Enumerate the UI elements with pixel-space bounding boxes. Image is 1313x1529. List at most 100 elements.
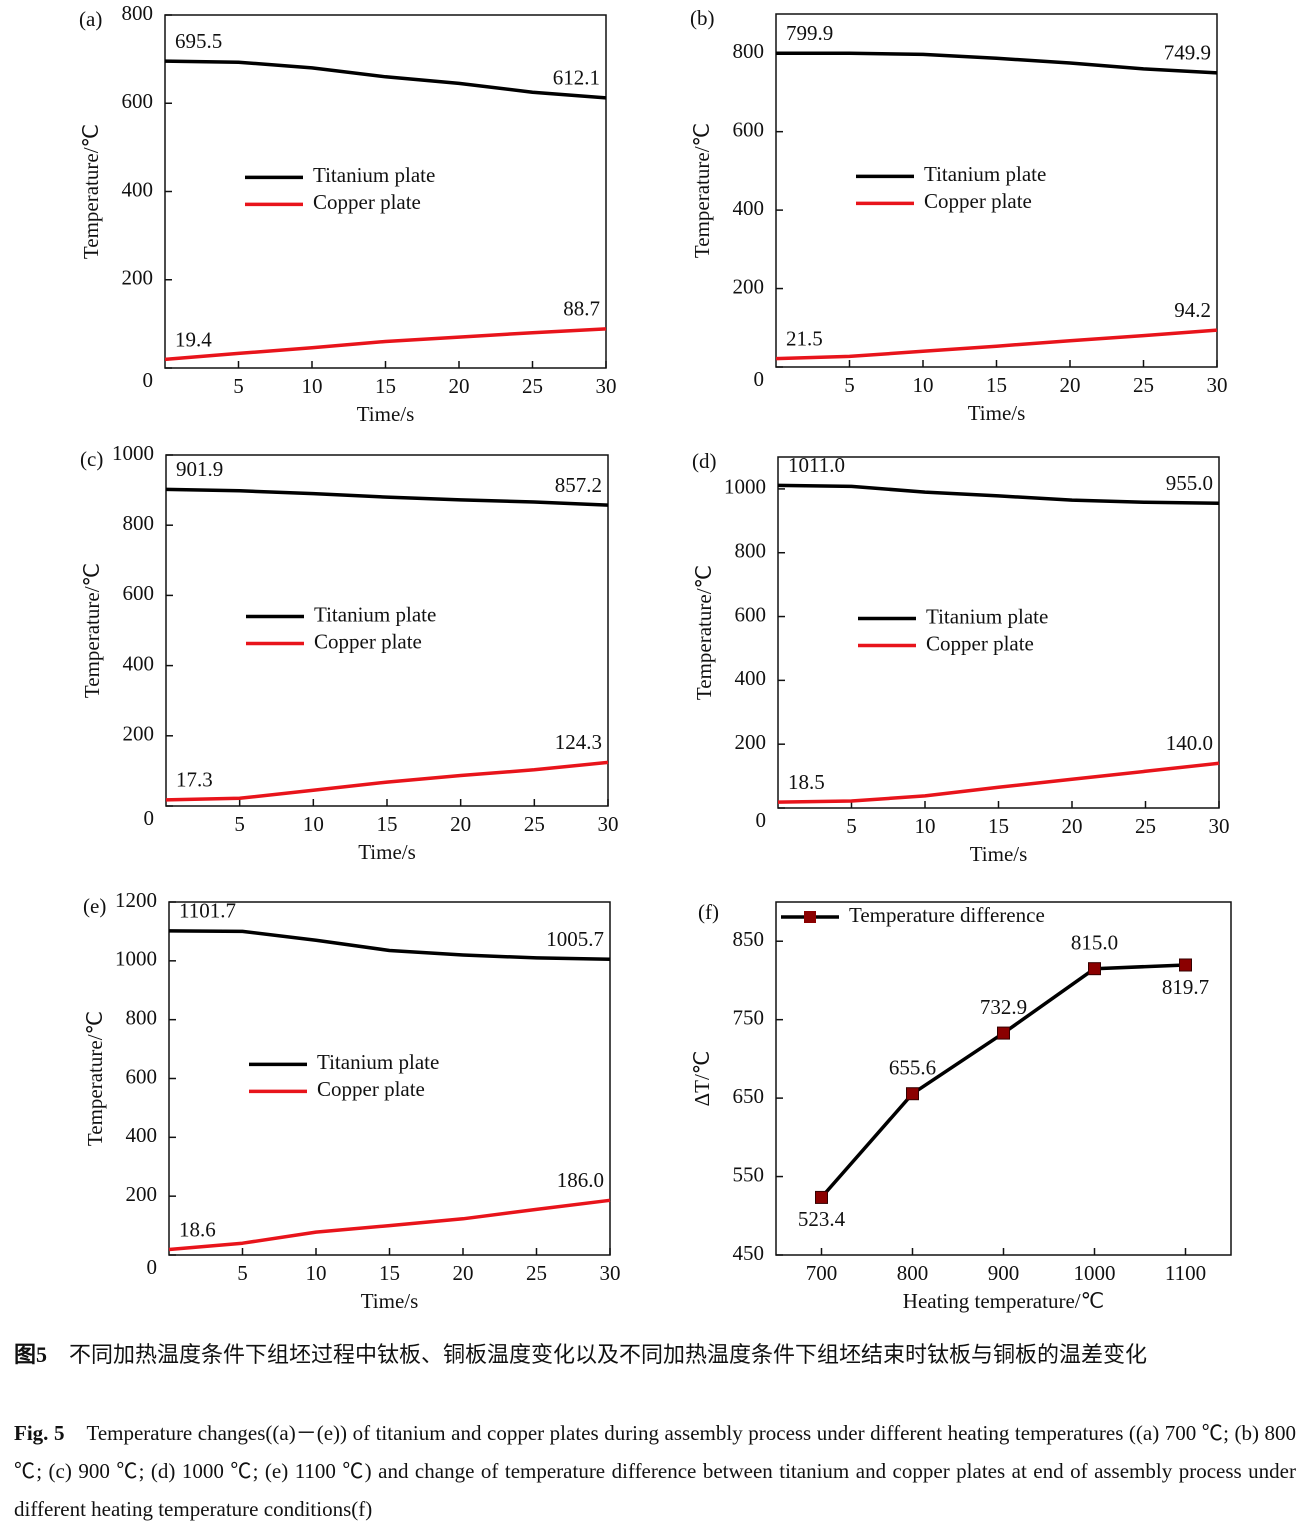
caption-text: Temperature changes((a)－(e)) of titanium… [14, 1421, 1296, 1521]
legend-label: Copper plate [314, 629, 422, 653]
x-axis-label: Time/s [357, 402, 415, 426]
y-tick-label: 1000 [115, 947, 157, 971]
value-label: 18.5 [788, 770, 825, 794]
y-tick-label: 1000 [112, 441, 154, 465]
y-tick-label: 200 [733, 274, 765, 298]
value-label: 655.6 [889, 1056, 936, 1080]
y-tick-label: 0 [143, 368, 154, 392]
y-tick-label: 1000 [724, 475, 766, 499]
value-label: 124.3 [555, 730, 602, 754]
value-label: 819.7 [1162, 975, 1209, 999]
y-tick-label: 400 [126, 1123, 158, 1147]
marker [1179, 958, 1192, 972]
y-tick-label: 800 [122, 1, 154, 25]
legend-label: Titanium plate [317, 1050, 439, 1074]
x-tick-label: 10 [915, 814, 936, 838]
x-tick-label: 30 [600, 1261, 621, 1285]
y-tick-label: 0 [754, 367, 765, 391]
x-tick-label: 25 [1133, 373, 1154, 397]
x-tick-label: 10 [306, 1261, 327, 1285]
caption-en: Fig. 5 Temperature changes((a)－(e)) of ti… [14, 1414, 1296, 1528]
y-tick-label: 0 [144, 806, 155, 830]
y-tick-label: 0 [756, 808, 767, 832]
value-label: 94.2 [1174, 298, 1211, 322]
y-axis-label: Temperature/℃ [690, 123, 714, 258]
x-tick-label: 15 [375, 374, 396, 398]
value-label: 19.4 [175, 327, 212, 351]
y-tick-label: 0 [147, 1255, 158, 1279]
marker [906, 1087, 919, 1101]
y-tick-label: 600 [735, 602, 767, 626]
series-line [164, 327, 607, 362]
legend-label: Copper plate [313, 190, 421, 214]
y-tick-label: 850 [733, 927, 765, 951]
y-tick-label: 200 [126, 1182, 158, 1206]
value-label: 17.3 [176, 768, 213, 792]
x-tick-label: 700 [806, 1261, 838, 1285]
x-tick-label: 25 [1135, 814, 1156, 838]
x-tick-label: 30 [598, 812, 619, 836]
x-tick-label: 5 [844, 373, 855, 397]
x-tick-label: 20 [1062, 814, 1083, 838]
caption-label: Fig. 5 [14, 1421, 65, 1445]
value-label: 523.4 [798, 1207, 846, 1231]
caption-label: 图5 [14, 1342, 48, 1367]
x-tick-label: 25 [526, 1261, 547, 1285]
x-axis-label: Time/s [358, 840, 416, 864]
y-tick-label: 400 [733, 196, 765, 220]
y-tick-label: 800 [126, 1005, 158, 1029]
legend-label: Titanium plate [926, 604, 1048, 628]
legend-label: Titanium plate [314, 602, 436, 626]
y-axis-label: Temperature/℃ [692, 565, 716, 700]
y-tick-label: 800 [123, 511, 155, 535]
y-tick-label: 650 [733, 1084, 765, 1108]
series-line [775, 51, 1218, 75]
x-tick-label: 20 [1060, 373, 1081, 397]
value-label: 857.2 [555, 473, 602, 497]
x-tick-label: 15 [379, 1261, 400, 1285]
caption-cn: 图5 不同加热温度条件下组坯过程中钛板、铜板温度变化以及不同加热温度条件下组坯结束… [14, 1336, 1296, 1374]
value-label: 18.6 [179, 1217, 216, 1241]
caption-text: 不同加热温度条件下组坯过程中钛板、铜板温度变化以及不同加热温度条件下组坯结束时钛… [69, 1342, 1148, 1367]
panel-label: (d) [692, 449, 717, 473]
x-axis-label: Time/s [361, 1289, 419, 1313]
legend-label: Temperature difference [849, 903, 1045, 927]
x-tick-label: 5 [234, 812, 245, 836]
value-label: 749.9 [1164, 41, 1211, 65]
legend-label: Copper plate [924, 189, 1032, 213]
series-line [165, 487, 609, 507]
marker [1088, 962, 1101, 976]
y-tick-label: 600 [122, 89, 154, 113]
panel-label: (a) [79, 7, 102, 31]
x-tick-label: 5 [233, 374, 244, 398]
x-tick-label: 15 [377, 812, 398, 836]
y-tick-label: 1200 [115, 888, 157, 912]
series-line [165, 760, 609, 802]
y-tick-label: 800 [735, 539, 767, 563]
marker [815, 1190, 828, 1204]
series-line [775, 328, 1218, 361]
panel-label: (c) [80, 447, 103, 471]
y-tick-label: 750 [733, 1005, 765, 1029]
x-tick-label: 1100 [1165, 1261, 1206, 1285]
y-tick-label: 600 [733, 117, 765, 141]
legend-label: Titanium plate [924, 162, 1046, 186]
x-tick-label: 20 [450, 812, 471, 836]
series-line [777, 483, 1220, 506]
y-tick-label: 200 [123, 722, 155, 746]
marker [997, 1026, 1010, 1040]
x-tick-label: 5 [846, 814, 857, 838]
x-tick-label: 10 [303, 812, 324, 836]
value-label: 88.7 [563, 297, 600, 321]
x-tick-label: 20 [449, 374, 470, 398]
value-label: 901.9 [176, 457, 223, 481]
y-tick-label: 550 [733, 1162, 765, 1186]
legend-label: Titanium plate [313, 163, 435, 187]
series-line [168, 1198, 611, 1252]
value-label: 140.0 [1166, 731, 1213, 755]
value-label: 732.9 [980, 995, 1027, 1019]
y-axis-label: ΔT/℃ [690, 1051, 714, 1107]
y-axis-label: Temperature/℃ [83, 1011, 107, 1146]
x-tick-label: 800 [897, 1261, 929, 1285]
